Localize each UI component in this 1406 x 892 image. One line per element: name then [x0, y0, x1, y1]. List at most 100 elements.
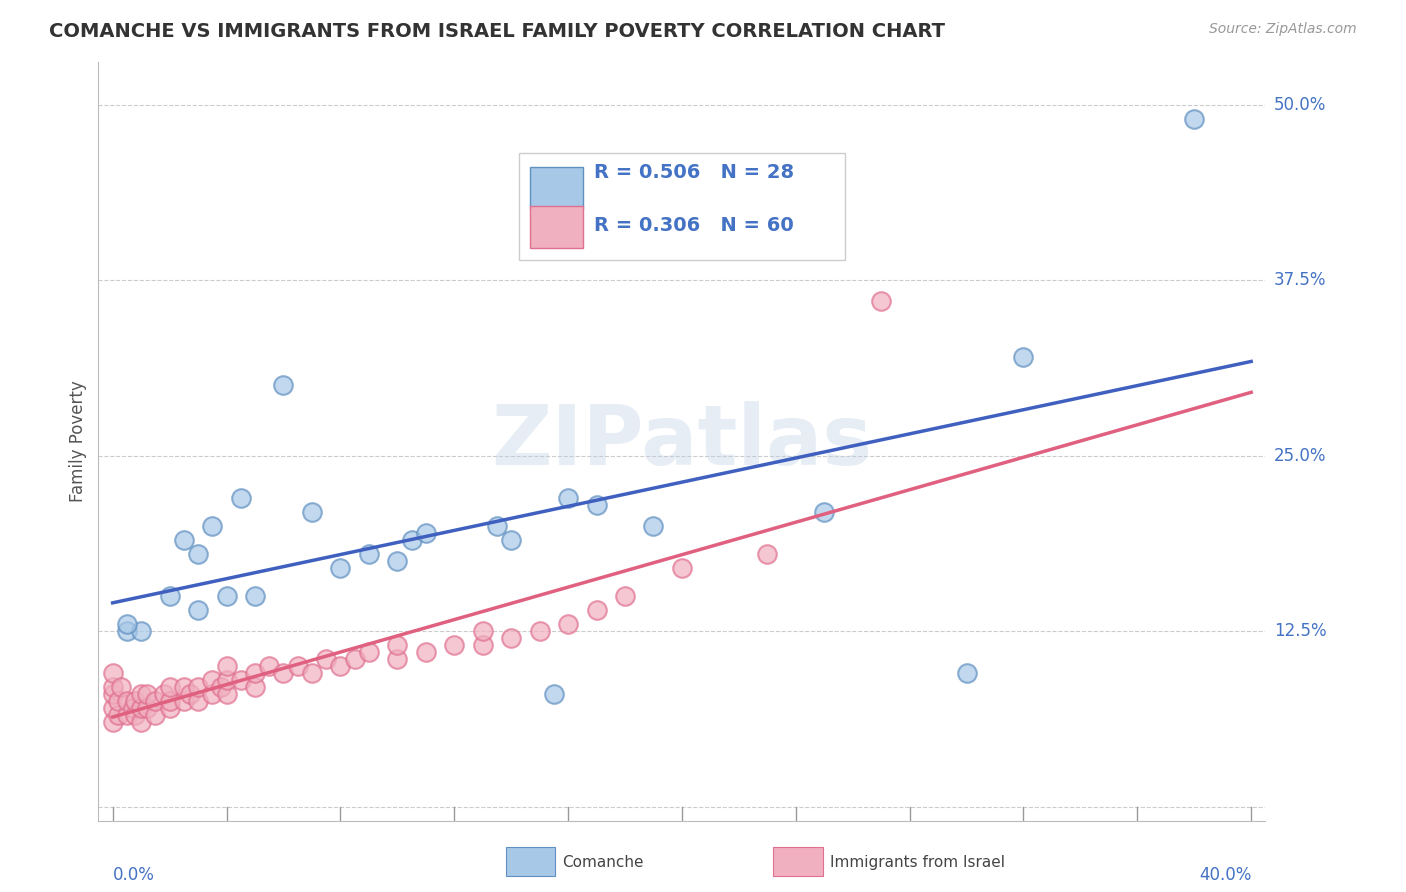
Point	[187, 680, 209, 694]
Point	[129, 715, 152, 730]
Text: 12.5%: 12.5%	[1274, 622, 1326, 640]
Point	[159, 589, 181, 603]
Point	[215, 673, 238, 688]
FancyBboxPatch shape	[519, 153, 845, 260]
Point	[501, 631, 523, 645]
Point	[387, 652, 409, 666]
Point	[115, 694, 138, 708]
Point	[101, 701, 124, 715]
Text: 25.0%: 25.0%	[1274, 447, 1326, 465]
Point	[870, 294, 893, 309]
Point	[471, 624, 494, 639]
Point	[121, 701, 143, 715]
Point	[557, 617, 579, 632]
Point	[201, 673, 224, 688]
Text: Immigrants from Israel: Immigrants from Israel	[830, 855, 1004, 870]
Point	[329, 561, 352, 575]
Point	[173, 694, 195, 708]
Point	[135, 687, 157, 701]
Text: 37.5%: 37.5%	[1274, 271, 1326, 289]
Point	[201, 687, 224, 701]
Text: COMANCHE VS IMMIGRANTS FROM ISRAEL FAMILY POVERTY CORRELATION CHART: COMANCHE VS IMMIGRANTS FROM ISRAEL FAMIL…	[49, 22, 945, 41]
Point	[955, 666, 977, 681]
Text: R = 0.306   N = 60: R = 0.306 N = 60	[595, 216, 794, 235]
Text: 0.0%: 0.0%	[112, 866, 155, 884]
Point	[135, 701, 157, 715]
Point	[201, 518, 224, 533]
Point	[129, 624, 152, 639]
Point	[107, 708, 129, 723]
Point	[543, 687, 565, 701]
Point	[1182, 112, 1205, 126]
Point	[187, 547, 209, 561]
Point	[301, 505, 323, 519]
Point	[813, 505, 835, 519]
FancyBboxPatch shape	[530, 167, 582, 209]
Point	[471, 638, 494, 652]
Point	[243, 589, 266, 603]
Point	[143, 708, 166, 723]
Point	[585, 603, 607, 617]
Point	[357, 645, 380, 659]
Point	[387, 638, 409, 652]
Point	[187, 603, 209, 617]
Point	[159, 701, 181, 715]
Point	[229, 491, 252, 505]
Point	[643, 518, 665, 533]
Point	[129, 687, 152, 701]
FancyBboxPatch shape	[530, 206, 582, 248]
Point	[101, 715, 124, 730]
Text: R = 0.506   N = 28: R = 0.506 N = 28	[595, 163, 794, 182]
Point	[343, 652, 366, 666]
Point	[215, 687, 238, 701]
Point	[585, 498, 607, 512]
Point	[329, 659, 352, 673]
Point	[110, 680, 132, 694]
Text: ZIPatlas: ZIPatlas	[492, 401, 872, 482]
Point	[273, 378, 295, 392]
Text: Comanche: Comanche	[562, 855, 644, 870]
Point	[401, 533, 423, 547]
Point	[215, 589, 238, 603]
Point	[529, 624, 551, 639]
Point	[153, 687, 176, 701]
Point	[115, 708, 138, 723]
Text: 40.0%: 40.0%	[1199, 866, 1251, 884]
Y-axis label: Family Poverty: Family Poverty	[69, 381, 87, 502]
Point	[387, 554, 409, 568]
Point	[173, 533, 195, 547]
Point	[101, 687, 124, 701]
Point	[159, 680, 181, 694]
Point	[115, 624, 138, 639]
Point	[229, 673, 252, 688]
Point	[443, 638, 465, 652]
Point	[209, 680, 232, 694]
Point	[115, 617, 138, 632]
Point	[243, 680, 266, 694]
Point	[671, 561, 693, 575]
Point	[756, 547, 779, 561]
Point	[415, 525, 437, 540]
Point	[129, 701, 152, 715]
Point	[357, 547, 380, 561]
Point	[614, 589, 637, 603]
Point	[124, 708, 146, 723]
Point	[257, 659, 280, 673]
Point	[273, 666, 295, 681]
Point	[179, 687, 201, 701]
Point	[124, 694, 146, 708]
Text: 50.0%: 50.0%	[1274, 95, 1326, 113]
Point	[301, 666, 323, 681]
Point	[557, 491, 579, 505]
Point	[1012, 351, 1035, 365]
Point	[173, 680, 195, 694]
Point	[107, 694, 129, 708]
Point	[485, 518, 508, 533]
Point	[287, 659, 309, 673]
Point	[187, 694, 209, 708]
Point	[143, 694, 166, 708]
Point	[101, 666, 124, 681]
Point	[501, 533, 523, 547]
Point	[101, 680, 124, 694]
Point	[243, 666, 266, 681]
